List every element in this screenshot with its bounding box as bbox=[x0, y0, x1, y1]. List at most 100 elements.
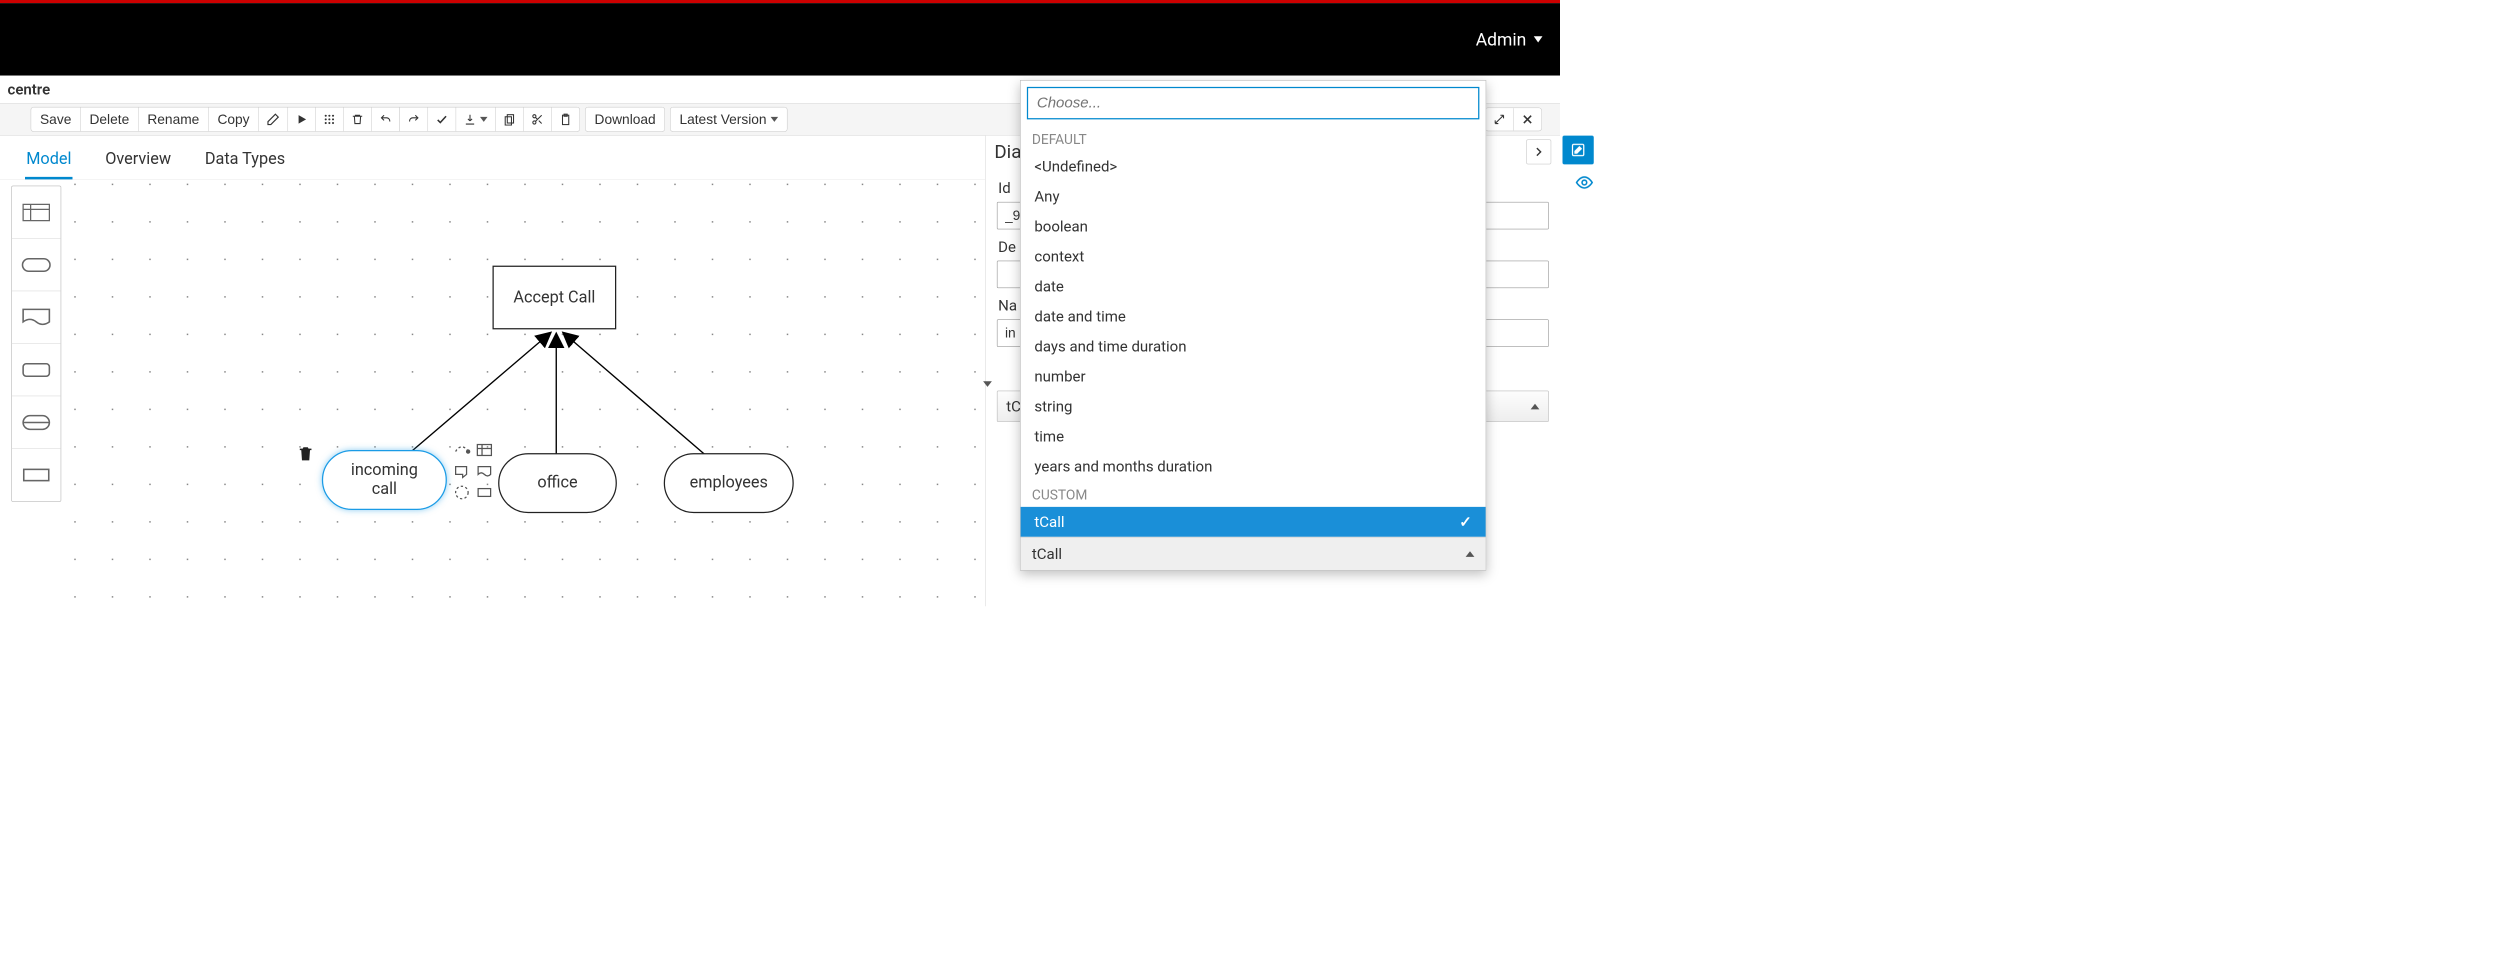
rect-shape-icon bbox=[21, 466, 52, 485]
user-label: Admin bbox=[1476, 29, 1527, 50]
latest-version-button[interactable]: Latest Version bbox=[671, 108, 787, 132]
expand-button[interactable] bbox=[1486, 108, 1514, 131]
type-dropdown-item[interactable]: time bbox=[1021, 421, 1486, 451]
delete-button[interactable]: Delete bbox=[81, 108, 139, 132]
type-dropdown-item[interactable]: years and months duration bbox=[1021, 451, 1486, 481]
panel-edit-float-button[interactable] bbox=[1563, 136, 1594, 165]
decision-service-shape-icon bbox=[21, 413, 52, 432]
type-dropdown-current[interactable]: tCall bbox=[1021, 537, 1486, 570]
trash-icon bbox=[297, 445, 315, 463]
link-icon[interactable] bbox=[453, 441, 472, 460]
global-header: Admin bbox=[0, 3, 1560, 76]
type-dropdown-item[interactable]: string bbox=[1021, 391, 1486, 421]
palette-rounded-rect-icon[interactable] bbox=[12, 344, 61, 397]
input-node-employees[interactable]: employees bbox=[664, 453, 794, 513]
input-node-incoming-call[interactable]: incomingcall bbox=[322, 450, 447, 510]
type-dropdown-item[interactable]: tCall ✓ bbox=[1021, 507, 1486, 537]
import-button[interactable] bbox=[456, 108, 495, 132]
chevron-down-icon bbox=[480, 117, 488, 122]
type-dropdown-item[interactable]: days and time duration bbox=[1021, 331, 1486, 361]
knowledge-source-shape-icon bbox=[21, 307, 52, 328]
palette-knowledge-source-icon[interactable] bbox=[12, 291, 61, 344]
check-icon bbox=[436, 113, 449, 126]
knowledge-mini-icon[interactable] bbox=[475, 462, 494, 481]
palette-oval-icon[interactable] bbox=[12, 239, 61, 292]
decision-node-accept-call[interactable]: Accept Call bbox=[493, 266, 617, 330]
chevron-up-icon bbox=[1531, 403, 1540, 409]
type-dropdown-item-label: days and time duration bbox=[1034, 338, 1186, 356]
section-collapse-button[interactable] bbox=[983, 387, 992, 403]
input-node-label: employees bbox=[690, 474, 768, 493]
grid-icon bbox=[323, 113, 336, 126]
type-dropdown-item-label: number bbox=[1034, 368, 1085, 386]
table-mini-icon[interactable] bbox=[475, 441, 494, 460]
paste-button[interactable] bbox=[552, 108, 580, 132]
chevron-down-icon bbox=[1534, 36, 1543, 42]
user-menu[interactable]: Admin bbox=[1476, 29, 1543, 50]
eraser-button[interactable] bbox=[259, 108, 288, 132]
annotation-mini-icon[interactable] bbox=[453, 462, 472, 481]
table-shape-icon bbox=[22, 203, 51, 222]
delete-selection-icon[interactable] bbox=[297, 445, 315, 468]
palette-rect-icon[interactable] bbox=[12, 449, 61, 502]
save-button[interactable]: Save bbox=[31, 108, 80, 132]
type-dropdown-item-label: years and months duration bbox=[1034, 458, 1212, 476]
type-dropdown-item-label: time bbox=[1034, 428, 1064, 446]
type-dropdown-item[interactable]: Any bbox=[1021, 181, 1486, 211]
rect-mini-icon[interactable] bbox=[475, 483, 494, 502]
eye-icon bbox=[1575, 173, 1594, 192]
type-dropdown-item-label: Any bbox=[1034, 188, 1059, 206]
type-dropdown-group-label: CUSTOM bbox=[1021, 481, 1486, 507]
paste-icon bbox=[560, 113, 573, 126]
clipboard-copy-button[interactable] bbox=[496, 108, 524, 132]
input-node-label: incomingcall bbox=[351, 461, 418, 498]
rename-button[interactable]: Rename bbox=[139, 108, 209, 132]
grid-button[interactable] bbox=[316, 108, 344, 132]
trash-button[interactable] bbox=[344, 108, 372, 132]
type-dropdown-item-label: context bbox=[1034, 248, 1084, 266]
cut-button[interactable] bbox=[524, 108, 552, 132]
type-search-input[interactable] bbox=[1027, 87, 1480, 120]
validate-button[interactable] bbox=[428, 108, 456, 132]
palette-split-oval-icon[interactable] bbox=[12, 396, 61, 449]
oval-shape-icon bbox=[21, 255, 52, 274]
panel-visibility-button[interactable] bbox=[1575, 173, 1594, 197]
selection-context-toolbar bbox=[453, 441, 494, 502]
palette-decision-table-icon[interactable] bbox=[12, 186, 61, 239]
close-button[interactable] bbox=[1514, 108, 1542, 131]
type-dropdown-item[interactable]: date bbox=[1021, 271, 1486, 301]
trash-icon bbox=[351, 113, 364, 126]
type-dropdown-item-label: tCall bbox=[1034, 513, 1064, 531]
check-icon: ✓ bbox=[1459, 513, 1472, 531]
download-into-icon bbox=[464, 113, 477, 126]
download-button[interactable]: Download bbox=[586, 108, 665, 132]
chevron-right-icon bbox=[1533, 146, 1544, 157]
panel-title-fragment: Dia bbox=[994, 141, 1021, 163]
type-dropdown-item-label: string bbox=[1034, 398, 1072, 416]
type-dropdown-item[interactable]: <Undefined> bbox=[1021, 151, 1486, 181]
chevron-up-icon bbox=[1466, 551, 1475, 557]
type-dropdown-item[interactable]: number bbox=[1021, 361, 1486, 391]
type-dropdown-item[interactable]: context bbox=[1021, 241, 1486, 271]
circle-dashed-icon[interactable] bbox=[453, 483, 472, 502]
input-node-office[interactable]: office bbox=[498, 453, 617, 513]
input-node-label: office bbox=[537, 474, 577, 493]
decision-node-label: Accept Call bbox=[513, 288, 595, 307]
pencil-square-icon bbox=[1571, 143, 1586, 158]
rounded-rect-shape-icon bbox=[21, 360, 52, 379]
copy-button[interactable]: Copy bbox=[209, 108, 259, 132]
scissors-icon bbox=[531, 113, 544, 126]
chevron-down-icon bbox=[983, 381, 992, 402]
type-dropdown: DEFAULT<Undefined>Anybooleancontextdated… bbox=[1020, 80, 1486, 571]
redo-icon bbox=[408, 113, 421, 126]
type-dropdown-item-label: date and time bbox=[1034, 308, 1125, 326]
latest-version-label: Latest Version bbox=[679, 111, 766, 127]
undo-button[interactable] bbox=[372, 108, 400, 132]
type-dropdown-item[interactable]: boolean bbox=[1021, 211, 1486, 241]
type-dropdown-current-label: tCall bbox=[1032, 545, 1062, 563]
shape-palette bbox=[11, 186, 61, 502]
type-dropdown-item[interactable]: date and time bbox=[1021, 301, 1486, 331]
play-button[interactable] bbox=[288, 108, 316, 132]
redo-button[interactable] bbox=[400, 108, 428, 132]
panel-next-button[interactable] bbox=[1526, 139, 1551, 164]
